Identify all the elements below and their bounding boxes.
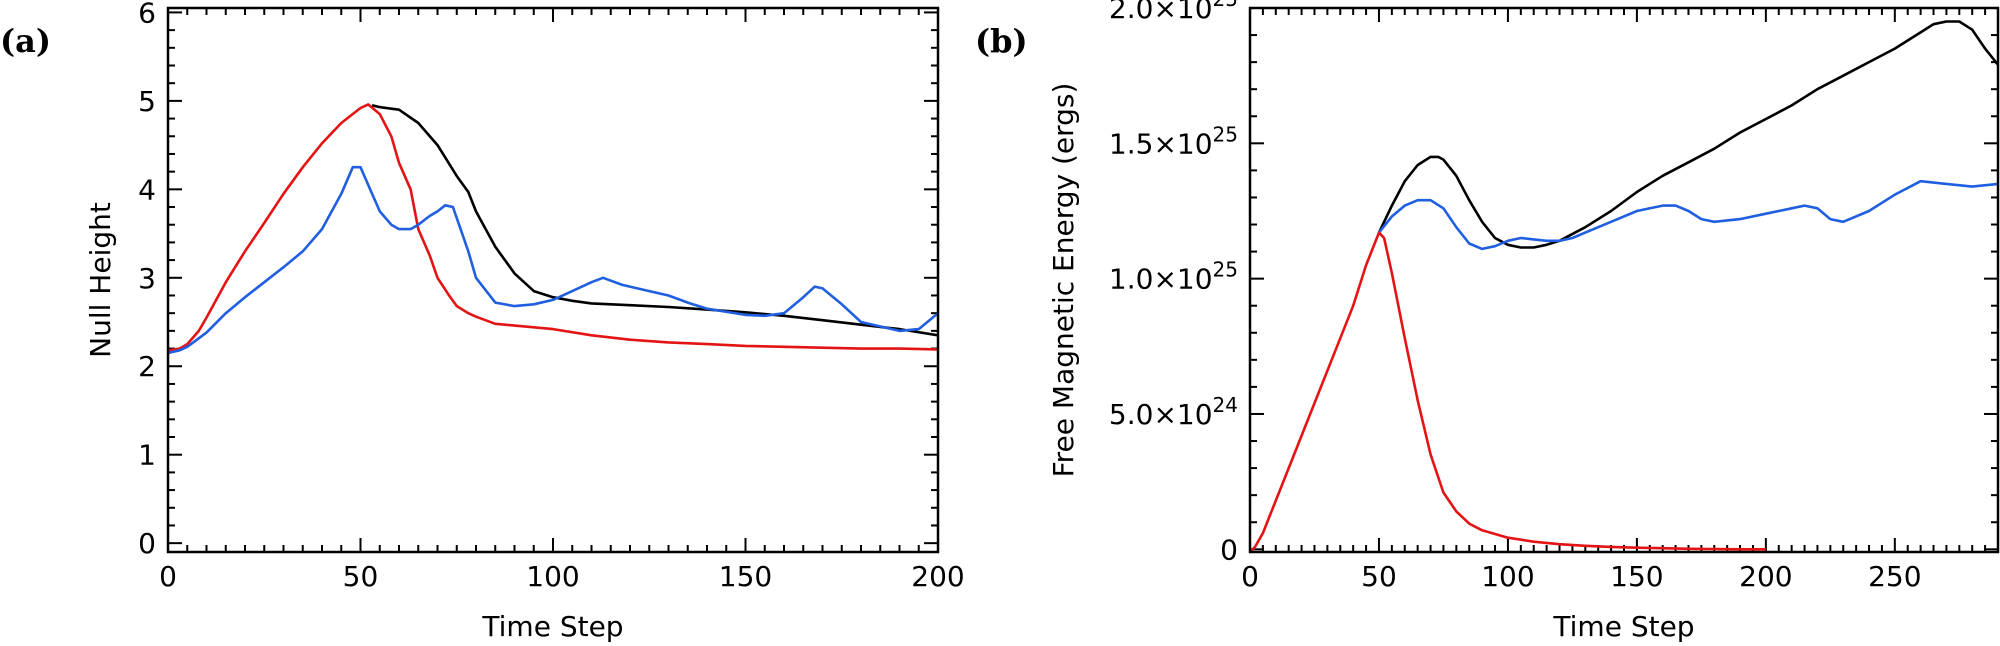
- y-tick-mantissa: 0: [1220, 533, 1238, 566]
- y-tick-label: 1.5×1025: [1109, 122, 1238, 160]
- y-tick-label: 6: [138, 0, 156, 29]
- x-tick-label: 0: [1241, 560, 1259, 593]
- series-red-line: [168, 103, 938, 352]
- y-tick-label: 0: [1220, 533, 1238, 566]
- y-tick-exponent: 24: [1213, 393, 1238, 417]
- panel-b-x-tick-labels: 0 50 100 150 200 250: [1241, 560, 1921, 593]
- y-tick-mantissa: 1.0×10: [1109, 263, 1213, 296]
- y-tick-exponent: 25: [1213, 258, 1238, 282]
- series-blue-line: [168, 165, 938, 355]
- panel-a: (a) 0 50 100 150 200 0 1 2 3 4 5 6 Time Step Null …: [0, 0, 965, 643]
- panel-a-series: [168, 103, 938, 355]
- panel-b-axes-frame: [1248, 6, 2000, 554]
- y-tick-exponent: 25: [1213, 122, 1238, 146]
- y-tick-mantissa: 5.0×10: [1109, 398, 1213, 431]
- x-tick-label: 50: [343, 560, 379, 593]
- x-tick-label: 0: [159, 560, 177, 593]
- y-tick-label: 2.0×1025: [1109, 0, 1238, 25]
- y-tick-mantissa: 1.5×10: [1109, 127, 1213, 160]
- series-red-line: [1250, 231, 1766, 552]
- x-tick-label: 100: [1481, 560, 1534, 593]
- panel-a-x-axis-label: Time Step: [481, 610, 623, 643]
- x-tick-label: 150: [719, 560, 772, 593]
- y-tick-label: 2: [138, 350, 156, 383]
- panel-a-y-tick-labels: 0 1 2 3 4 5 6: [138, 0, 156, 560]
- x-tick-label: 200: [1739, 560, 1792, 593]
- panel-a-ticks: [167, 8, 939, 552]
- panel-b-series: [1250, 20, 1998, 552]
- y-tick-label: 1.0×1025: [1109, 258, 1238, 296]
- panel-b-y-axis-label: Free Magnetic Energy (ergs): [1047, 83, 1080, 478]
- x-tick-label: 150: [1610, 560, 1663, 593]
- y-tick-label: 5.0×1024: [1109, 393, 1238, 431]
- y-tick-mantissa: 2.0×10: [1109, 0, 1213, 25]
- y-tick-label: 0: [138, 527, 156, 560]
- y-tick-label: 3: [138, 262, 156, 295]
- panel-a-x-tick-labels: 0 50 100 150 200: [159, 560, 965, 593]
- series-blue-line: [1377, 179, 1998, 251]
- panel-label-b: (b): [975, 22, 1028, 60]
- y-tick-label: 1: [138, 439, 156, 472]
- panel-a-axes-frame: [166, 6, 940, 554]
- panel-a-y-axis-label: Null Height: [84, 202, 117, 358]
- x-tick-label: 100: [526, 560, 579, 593]
- x-tick-label: 250: [1868, 560, 1921, 593]
- y-tick-exponent: 25: [1213, 0, 1238, 11]
- x-tick-label: 200: [911, 560, 964, 593]
- panel-b: (b) 0 50 100 150 200 250 05.0×10241.0×10251.5…: [975, 0, 2000, 643]
- y-tick-label: 5: [138, 85, 156, 118]
- x-tick-label: 50: [1361, 560, 1397, 593]
- series-black-line: [371, 104, 938, 337]
- series-black-line: [1377, 20, 1998, 249]
- panel-b-x-axis-label: Time Step: [1552, 610, 1694, 643]
- y-tick-label: 4: [138, 173, 156, 206]
- panel-label-a: (a): [0, 22, 51, 60]
